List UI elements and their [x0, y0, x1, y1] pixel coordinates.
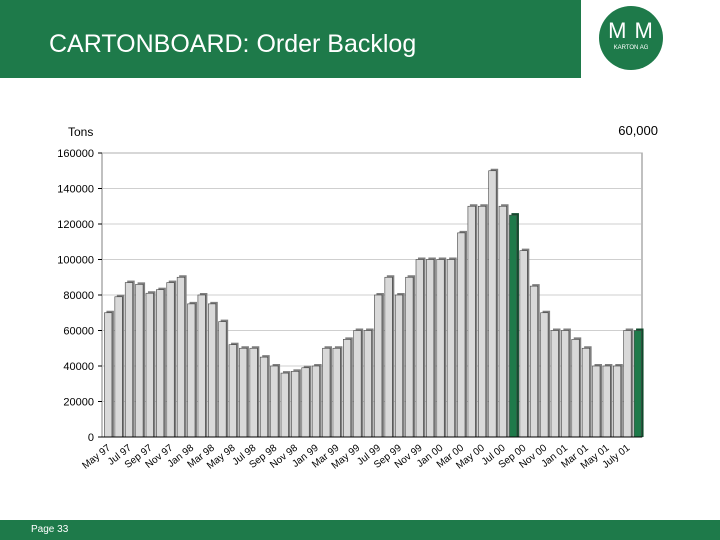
bar — [519, 250, 528, 438]
y-tick-label: 80000 — [63, 290, 94, 302]
bar — [145, 292, 154, 438]
bar — [446, 259, 455, 438]
bar — [342, 339, 352, 438]
bar — [135, 284, 144, 438]
bar — [104, 312, 113, 438]
bar — [561, 330, 570, 438]
bar — [405, 276, 414, 438]
bar — [332, 347, 341, 438]
bar — [114, 296, 123, 438]
bar — [353, 330, 362, 438]
logo-panel: M M KARTON AG — [581, 0, 720, 78]
bar — [291, 371, 300, 438]
y-tick-label: 0 — [88, 432, 94, 444]
bar — [633, 330, 642, 438]
bar — [311, 365, 320, 438]
y-tick-label: 20000 — [63, 397, 94, 409]
y-tick-label: 140000 — [57, 184, 94, 196]
bar — [124, 282, 133, 438]
bar — [187, 303, 196, 438]
y-tick-label: 60000 — [63, 326, 94, 338]
bar — [249, 347, 258, 438]
bar — [259, 356, 269, 438]
slide-header: CARTONBOARD: Order Backlog M M KARTON AG — [0, 0, 720, 78]
bar — [239, 347, 248, 438]
bar — [394, 294, 404, 438]
page-number: Page 33 — [31, 524, 69, 535]
bar — [197, 294, 206, 438]
bar — [550, 330, 559, 438]
bar — [540, 312, 549, 438]
bar — [228, 344, 237, 438]
slide-title: CARTONBOARD: Order Backlog — [49, 30, 417, 58]
bar — [280, 372, 289, 438]
bar — [426, 259, 435, 438]
bar — [488, 170, 497, 438]
bar — [415, 259, 424, 438]
order-backlog-chart: 0 20000 40000 60000 80000 100000 120000 140000 1… — [57, 125, 644, 472]
y-tick-label: 160000 — [57, 148, 94, 160]
bar — [363, 330, 372, 438]
bar — [529, 285, 539, 438]
bar — [436, 259, 445, 438]
bar — [270, 365, 279, 438]
bar — [467, 205, 476, 438]
y-tick-label: 40000 — [63, 361, 94, 373]
bar — [592, 365, 601, 438]
bar — [509, 214, 518, 438]
bar — [322, 347, 331, 438]
bar — [156, 289, 165, 438]
y-tick-label: 120000 — [57, 219, 94, 231]
bar — [384, 276, 393, 438]
bar — [457, 232, 466, 438]
bar — [166, 282, 175, 438]
chart-annotation: 60,000 — [618, 123, 658, 138]
bar — [581, 347, 590, 438]
bar — [571, 339, 580, 438]
slide-footer: Page 33 — [0, 520, 720, 540]
bar — [301, 367, 310, 438]
y-axis-label: Tons — [68, 125, 93, 139]
bar — [208, 303, 217, 438]
bar — [374, 294, 383, 438]
y-tick-label: 100000 — [57, 255, 94, 267]
bar — [176, 276, 185, 438]
logo-text: KARTON AG — [613, 45, 649, 51]
bar — [602, 365, 611, 438]
company-logo: M M KARTON AG — [599, 6, 663, 70]
bar — [612, 365, 622, 438]
logo-mark: M M — [608, 18, 654, 43]
bar — [623, 330, 632, 438]
bar — [477, 205, 487, 438]
bar — [218, 321, 227, 438]
bar — [498, 205, 507, 438]
